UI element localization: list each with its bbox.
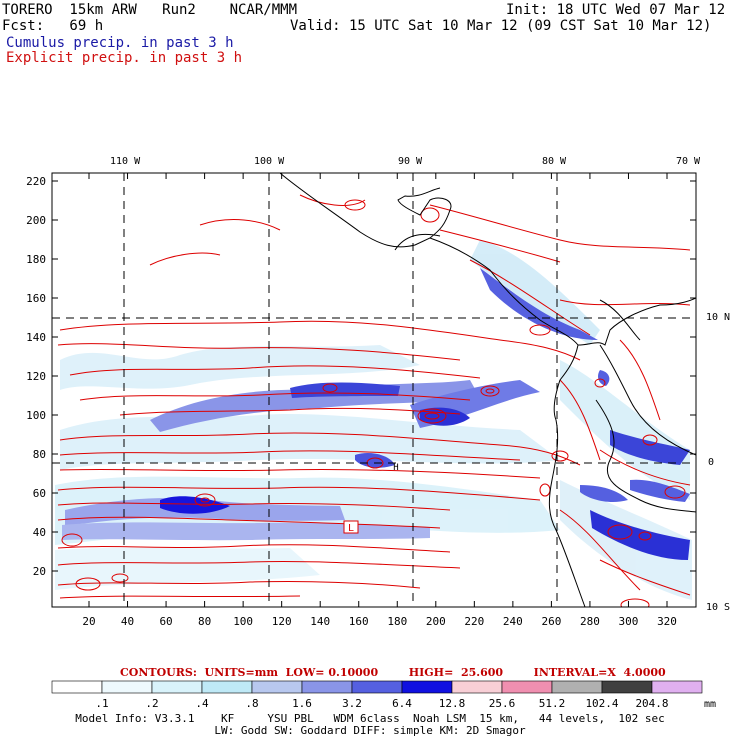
x-tick-label: 220 — [464, 615, 484, 628]
lon-label-110w: 110 W — [110, 156, 141, 167]
y-tick-label: 100 — [26, 409, 46, 422]
colorbar-swatch — [251, 680, 303, 694]
forecast-hour: Fcst: 69 h — [2, 18, 104, 34]
colorbar-label: 102.4 — [585, 697, 618, 710]
explicit-legend: Explicit precip. in past 3 h — [6, 50, 243, 66]
colorbar: .1 .2 .4 .8 1.6 3.2 6.4 12.8 25.6 51.2 102.4 204.8 m… — [51, 680, 716, 710]
colorbar-label: .1 — [95, 697, 108, 710]
lon-label-90w: 90 W — [398, 156, 423, 167]
colorbar-label: .8 — [245, 697, 258, 710]
cumulus-bands — [62, 268, 690, 560]
low-marker-label: L — [348, 523, 354, 534]
lon-label-80w: 80 W — [542, 156, 567, 167]
x-tick-label: 240 — [503, 615, 523, 628]
x-tick-label: 320 — [657, 615, 677, 628]
coastlines — [279, 173, 696, 607]
map-field — [52, 173, 696, 607]
y-tick-label: 40 — [33, 526, 46, 539]
init-time: Init: 18 UTC Wed 07 Mar 12 — [506, 2, 726, 18]
x-tick-label: 160 — [349, 615, 369, 628]
y-tick-label: 200 — [26, 214, 46, 227]
x-tick-label: 260 — [541, 615, 561, 628]
colorbar-label: 204.8 — [635, 697, 668, 710]
valid-time: Valid: 15 UTC Sat 10 Mar 12 (09 CST Sat … — [290, 18, 712, 34]
high-marker-label: H — [393, 463, 398, 473]
x-tick-label: 120 — [272, 615, 292, 628]
colorbar-swatch — [551, 680, 603, 694]
x-tick-label: 280 — [580, 615, 600, 628]
model-title: TORERO 15km ARW Run2 NCAR/MMM — [2, 2, 298, 18]
colorbar-label: .4 — [195, 697, 209, 710]
colorbar-swatch — [651, 680, 703, 694]
y-tick-label: 220 — [26, 175, 46, 188]
colorbar-label: .2 — [145, 697, 158, 710]
colorbar-label: 12.8 — [439, 697, 466, 710]
contours-info: CONTOURS: UNITS=mm LOW= 0.10000 HIGH= 25… — [120, 666, 666, 679]
y-tick-label: 60 — [33, 487, 46, 500]
x-tick-label: 20 — [82, 615, 95, 628]
x-tick-label: 300 — [619, 615, 639, 628]
colorbar-swatch — [401, 680, 453, 694]
colorbar-swatch — [451, 680, 503, 694]
lon-label-100w: 100 W — [254, 156, 285, 167]
colorbar-label: 51.2 — [539, 697, 566, 710]
colorbar-swatch — [201, 680, 253, 694]
y-tick-label: 20 — [33, 565, 46, 578]
colorbar-swatch — [301, 680, 353, 694]
colorbar-label: 25.6 — [489, 697, 516, 710]
colorbar-label: 6.4 — [392, 697, 412, 710]
x-tick-label: 180 — [387, 615, 407, 628]
x-tick-label: 100 — [233, 615, 253, 628]
y-tick-label: 180 — [26, 253, 46, 266]
lat-label-0: 0 — [708, 457, 715, 468]
colorbar-swatch — [101, 680, 153, 694]
x-axis: 20 40 60 80 100 120 140 160 180 200 220 240 260 280 30… — [82, 173, 677, 628]
colorbar-swatch — [151, 680, 203, 694]
y-axis: 220 200 180 160 140 120 100 80 60 40 20 — [26, 175, 696, 578]
x-tick-label: 140 — [310, 615, 330, 628]
lat-label-10s: 10 S — [706, 602, 731, 613]
latlon-grid — [52, 173, 696, 607]
colorbar-swatch — [51, 680, 103, 694]
x-tick-label: 60 — [159, 615, 172, 628]
y-tick-label: 80 — [33, 448, 46, 461]
colorbar-label: 1.6 — [292, 697, 312, 710]
model-info-line1: Model Info: V3.3.1 KF YSU PBL WDM 6class… — [75, 712, 665, 725]
colorbar-swatch — [501, 680, 553, 694]
x-tick-label: 200 — [426, 615, 446, 628]
y-tick-label: 120 — [26, 370, 46, 383]
low-marker: L — [343, 520, 359, 534]
lat-label-10n: 10 N — [706, 312, 731, 323]
y-tick-label: 160 — [26, 292, 46, 305]
y-tick-label: 140 — [26, 331, 46, 344]
cumulus-legend: Cumulus precip. in past 3 h — [6, 35, 234, 51]
colorbar-unit: mm — [704, 699, 716, 710]
plot-frame — [51, 172, 697, 608]
colorbar-label: 3.2 — [342, 697, 362, 710]
colorbar-swatch — [351, 680, 403, 694]
x-tick-label: 40 — [121, 615, 134, 628]
x-tick-label: 80 — [198, 615, 211, 628]
explicit-contours — [57, 194, 691, 607]
model-info-line2: LW: Godd SW: Goddard DIFF: simple KM: 2D… — [214, 724, 526, 737]
lon-label-70w: 70 W — [676, 156, 701, 167]
colorbar-swatch — [601, 680, 653, 694]
